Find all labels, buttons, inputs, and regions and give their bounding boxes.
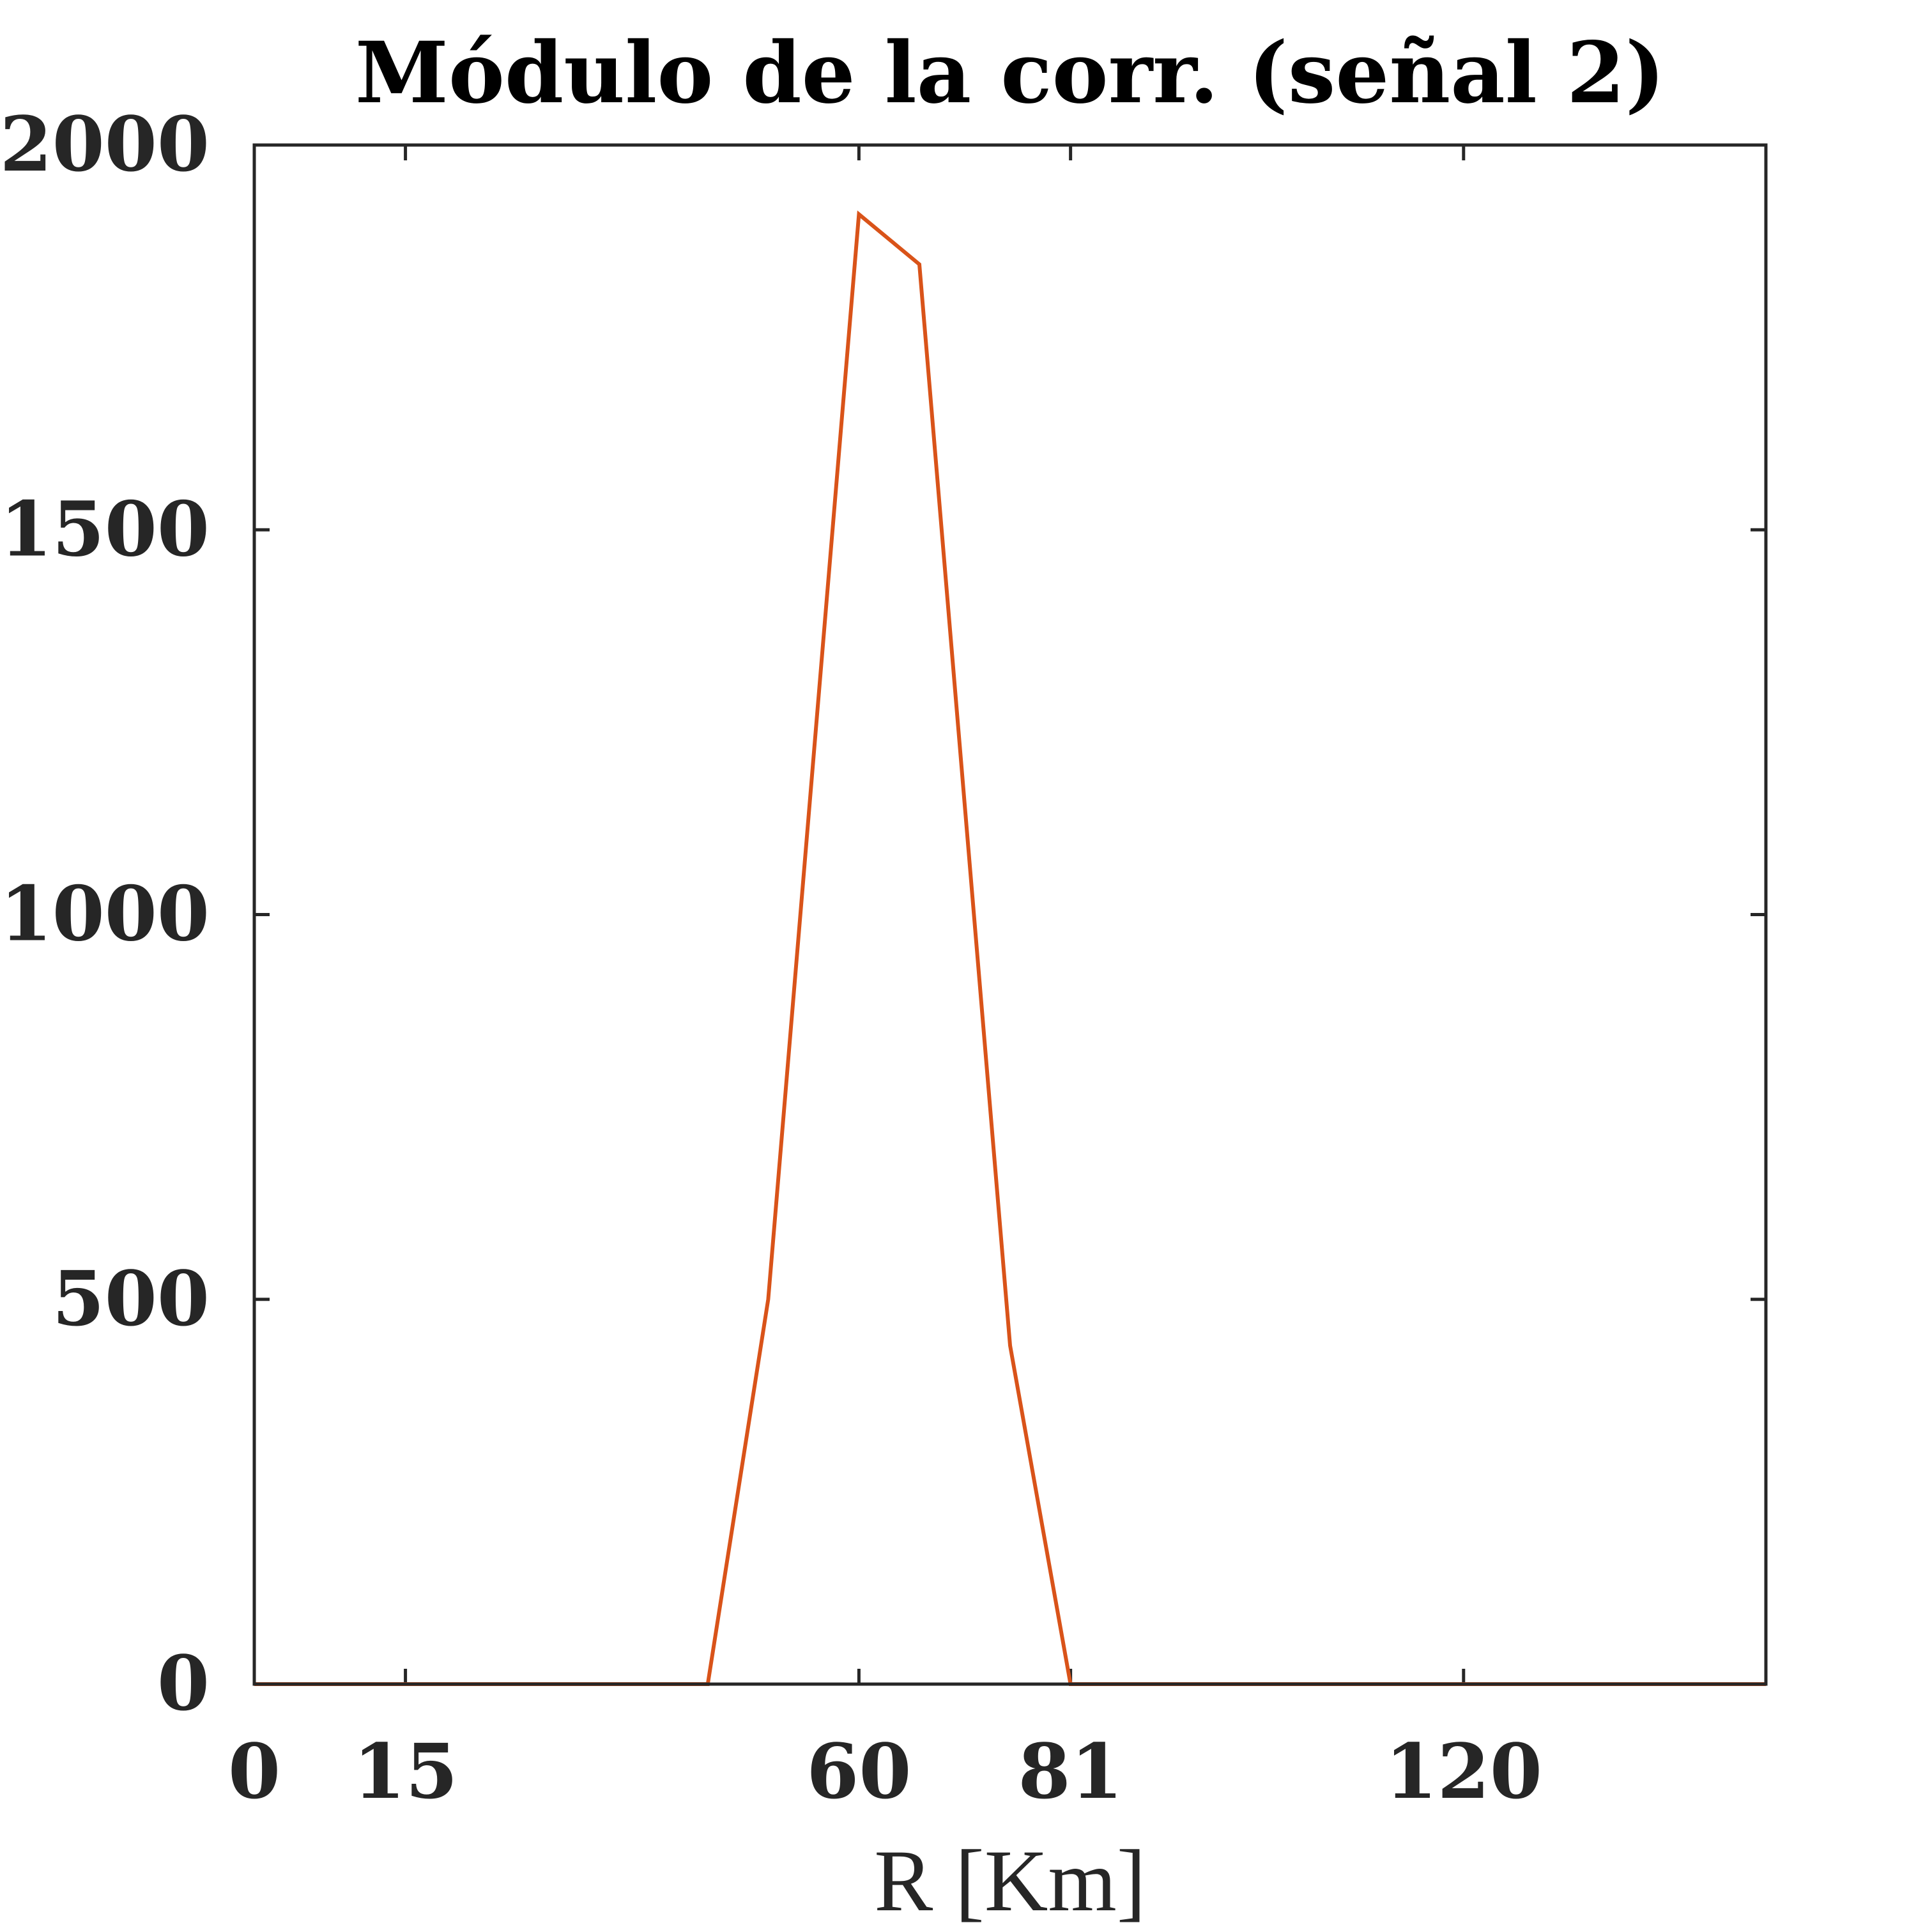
y-tick-label: 500 [52,1254,210,1343]
chart-title: Módulo de la corr. (señal 2) [355,24,1665,123]
x-tick-label: 0 [228,1727,280,1816]
y-tick-labels: 0 500 1000 1500 2000 [0,100,210,1728]
x-tick-label: 120 [1385,1727,1542,1816]
y-tick-label: 0 [157,1639,210,1728]
x-tick-label: 15 [353,1727,457,1816]
y-tick-label: 1000 [0,870,210,958]
x-axis-label: R [Km] [874,1832,1146,1929]
axes-box [252,143,1768,1686]
y-tick-label: 2000 [0,100,210,188]
x-tick-label: 60 [806,1727,911,1816]
y-tick-label: 1500 [0,484,210,573]
x-tick-label: 81 [1018,1727,1123,1816]
plot-area [254,145,1766,1684]
x-tick-labels: 0 15 60 81 120 [228,1727,1542,1816]
